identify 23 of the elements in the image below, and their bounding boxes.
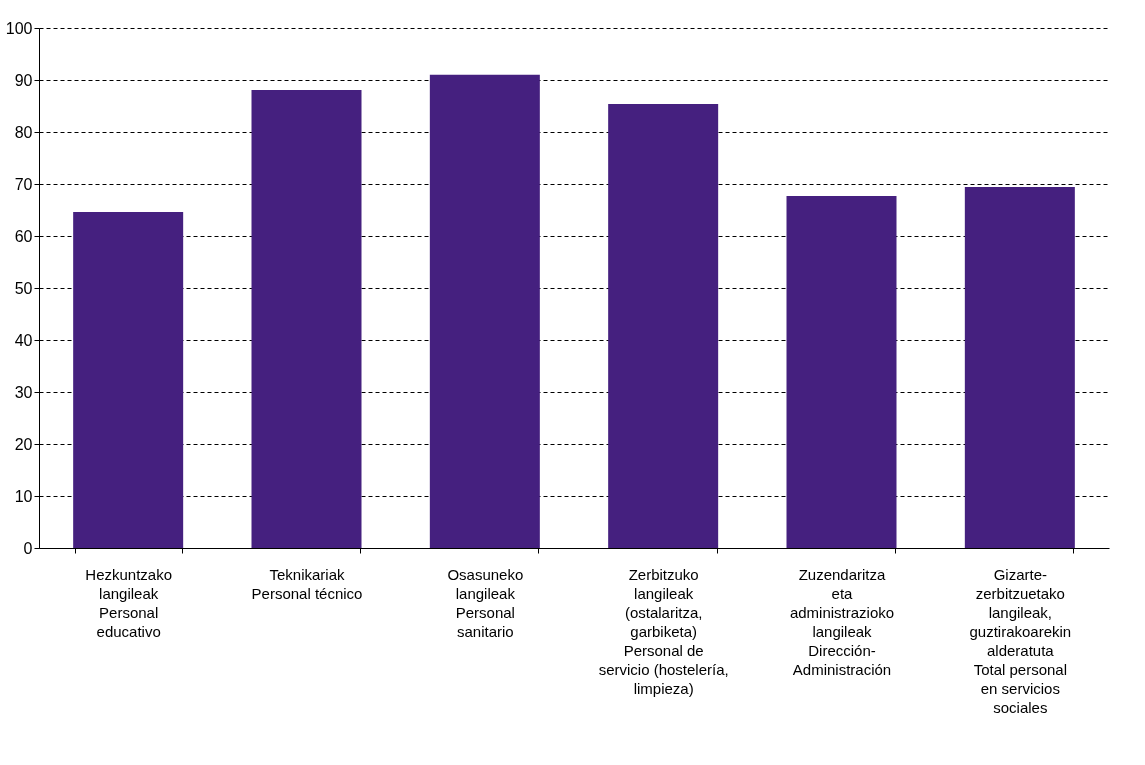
x-tick-label: Osasuneko langileak Personal sanitario: [447, 565, 524, 640]
bar: [429, 74, 540, 548]
bar: [786, 195, 897, 548]
bar: [251, 89, 362, 548]
bar: [73, 212, 184, 548]
y-tick-label: 50: [14, 279, 33, 297]
bar: [964, 187, 1075, 548]
x-tick-label: Zerbitzuko langileak (ostalaritza, garbiketa) Personal de servicio (hostelería, limpieza): [598, 565, 729, 697]
bar: [608, 103, 719, 548]
y-tick-label: 0: [23, 539, 33, 557]
y-tick-label: 30: [14, 383, 33, 401]
y-tick-label: 10: [14, 487, 33, 505]
y-tick-label: 70: [14, 175, 33, 193]
x-tick-label: Hezkuntzako langileak Personal educativo: [85, 565, 173, 640]
x-tick-label: Teknikariak Personal técnico: [251, 565, 363, 602]
x-tick-label: Gizarte- zerbitzuetako langileak, guztirakoarekin alderatuta Total personal en servicios sociales: [969, 565, 1072, 716]
y-tick-label: 80: [14, 123, 33, 141]
x-tick-label: Zuzendaritza eta administrazioko langileak Dirección- Administración: [789, 565, 895, 678]
y-tick-label: 60: [14, 227, 33, 245]
y-tick-label: 90: [14, 71, 33, 89]
y-tick-label: 20: [14, 435, 33, 453]
y-tick-label: 100: [5, 19, 33, 37]
y-tick-label: 40: [14, 331, 33, 349]
